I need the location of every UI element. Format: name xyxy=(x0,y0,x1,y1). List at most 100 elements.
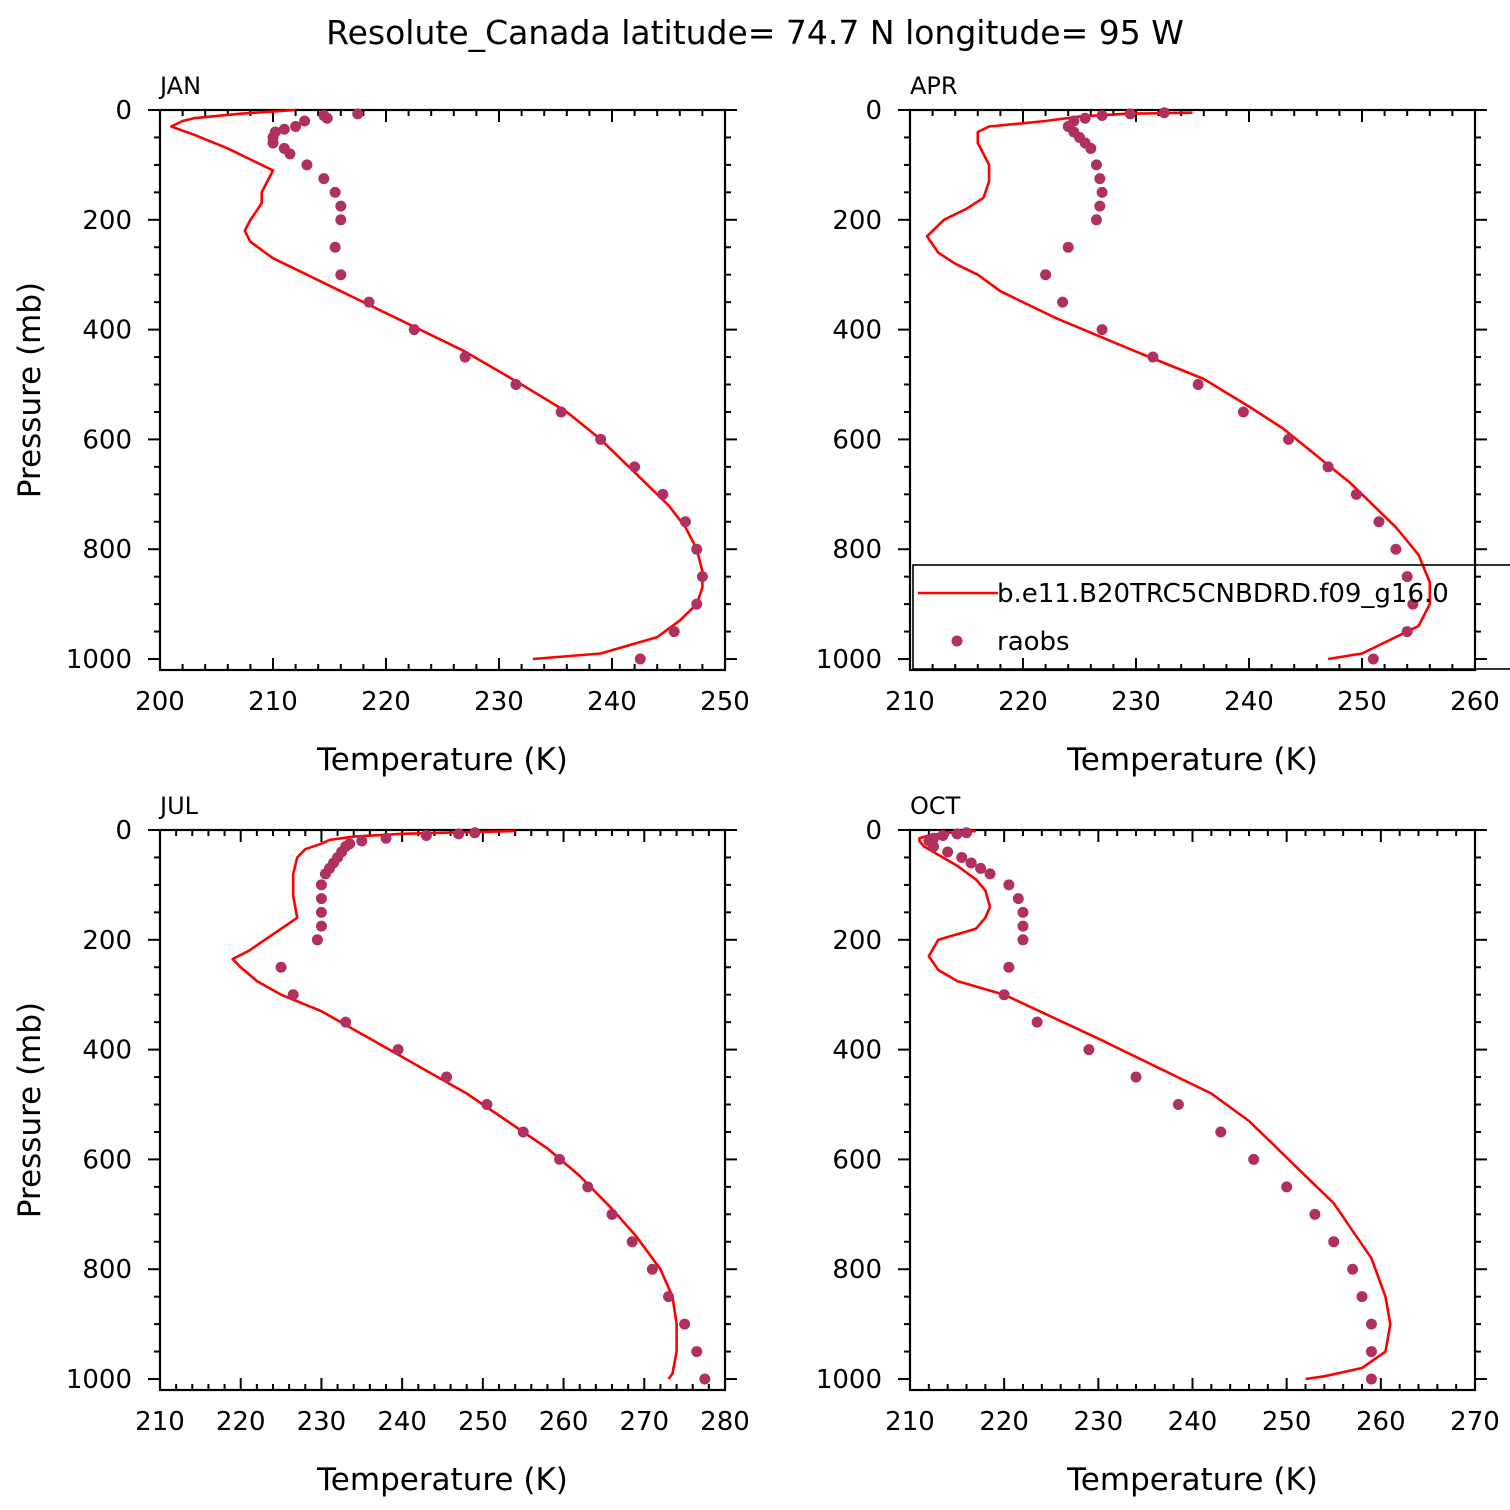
panels: JAN 200 210 220 230 240 250 0 200 400 600 800 1000 Te… xyxy=(12,72,1510,1498)
raobs-point xyxy=(1147,351,1159,363)
raobs-point xyxy=(1390,543,1402,555)
raobs-point xyxy=(352,108,364,120)
raobs-point xyxy=(329,186,341,198)
raobs-point xyxy=(1130,1071,1142,1083)
plot-frame xyxy=(158,108,727,672)
y-tick-label: 600 xyxy=(832,425,882,455)
y-tick-label: 400 xyxy=(82,316,132,346)
raobs-point xyxy=(1090,159,1102,171)
raobs-point xyxy=(928,840,940,852)
raobs-point xyxy=(984,868,996,880)
raobs-point xyxy=(554,1153,566,1165)
raobs-point xyxy=(1283,433,1295,445)
raobs-point xyxy=(1003,961,1015,973)
raobs-point xyxy=(956,851,968,863)
raobs-point xyxy=(629,461,641,473)
raobs-point xyxy=(284,148,296,160)
x-tick-label: 240 xyxy=(1224,687,1274,717)
plot-frame xyxy=(158,828,727,1392)
y-tick-label: 400 xyxy=(82,1036,132,1066)
y-tick-label: 800 xyxy=(82,535,132,565)
raobs-point xyxy=(1309,1208,1321,1220)
raobs-point xyxy=(1328,1236,1340,1248)
raobs-point xyxy=(481,1099,493,1111)
y-tick-label: 0 xyxy=(865,96,882,126)
raobs-point xyxy=(1401,626,1413,638)
raobs-point xyxy=(1079,112,1091,124)
x-axis-title: Temperature (K) xyxy=(316,742,568,778)
raobs-point xyxy=(1356,1291,1368,1303)
raobs-point xyxy=(311,934,323,946)
raobs-point xyxy=(1096,324,1108,336)
raobs-point xyxy=(1281,1181,1293,1193)
raobs-point xyxy=(1192,379,1204,391)
y-tick-label: 200 xyxy=(82,206,132,236)
x-tick-label: 240 xyxy=(1168,1407,1218,1437)
raobs-point xyxy=(975,862,987,874)
plot-frame xyxy=(908,108,1477,672)
raobs-point xyxy=(356,835,368,847)
raobs-point xyxy=(1367,653,1379,665)
raobs-point xyxy=(626,1236,638,1248)
x-tick-label: 250 xyxy=(1337,687,1387,717)
raobs-point xyxy=(301,159,313,171)
raobs-point xyxy=(1012,893,1024,905)
x-tick-label: 220 xyxy=(216,1407,266,1437)
x-tick-label: 260 xyxy=(1356,1407,1406,1437)
raobs-point xyxy=(420,829,432,841)
panel-jul: JUL 210 220 230 240 250 260 270 280 0 200 400 600 800… xyxy=(12,792,750,1498)
x-tick-label: 210 xyxy=(885,687,935,717)
raobs-point xyxy=(1017,920,1029,932)
raobs-point xyxy=(691,1346,703,1358)
x-tick-label: 280 xyxy=(700,1407,750,1437)
raobs-point xyxy=(315,879,327,891)
x-axis-title: Temperature (K) xyxy=(1066,742,1318,778)
model-line xyxy=(231,829,678,1380)
x-tick-label: 210 xyxy=(885,1407,935,1437)
x-tick-label: 270 xyxy=(1450,1407,1500,1437)
y-tick-label: 0 xyxy=(115,816,132,846)
raobs-point xyxy=(998,989,1010,1001)
raobs-point xyxy=(1350,488,1362,500)
x-tick-label: 260 xyxy=(539,1407,589,1437)
raobs-point xyxy=(1031,1016,1043,1028)
raobs-point xyxy=(1215,1126,1227,1138)
y-tick-label: 0 xyxy=(865,816,882,846)
x-tick-label: 250 xyxy=(1262,1407,1312,1437)
x-tick-label: 220 xyxy=(979,1407,1029,1437)
raobs-point xyxy=(595,433,607,445)
raobs-point xyxy=(340,1016,352,1028)
raobs-point xyxy=(1062,241,1074,253)
y-tick-label: 600 xyxy=(832,1145,882,1175)
raobs-point xyxy=(1322,461,1334,473)
x-tick-label: 250 xyxy=(458,1407,508,1437)
raobs-point xyxy=(299,115,311,127)
y-tick-label: 200 xyxy=(832,926,882,956)
x-tick-label: 260 xyxy=(1450,687,1500,717)
raobs-point xyxy=(1003,879,1015,891)
raobs-point xyxy=(1158,107,1170,119)
raobs-point xyxy=(510,379,522,391)
x-tick-label: 240 xyxy=(587,687,637,717)
y-tick-label: 600 xyxy=(82,425,132,455)
raobs-point xyxy=(335,269,347,281)
y-tick-label: 0 xyxy=(115,96,132,126)
x-tick-label: 220 xyxy=(361,687,411,717)
plot-frame xyxy=(908,828,1477,1392)
raobs-point xyxy=(408,324,420,336)
y-tick-label: 200 xyxy=(832,206,882,236)
raobs-point xyxy=(459,351,471,363)
raobs-point xyxy=(555,406,567,418)
panel-jan: JAN 200 210 220 230 240 250 0 200 400 600 800 1000 Te… xyxy=(12,72,750,778)
raobs-point xyxy=(657,488,669,500)
raobs-point xyxy=(582,1181,594,1193)
x-tick-label: 230 xyxy=(297,1407,347,1437)
panel-label: JUL xyxy=(158,792,199,820)
raobs-point xyxy=(335,214,347,226)
x-axis-title: Temperature (K) xyxy=(1066,1462,1318,1498)
y-tick-label: 800 xyxy=(832,535,882,565)
legend-box xyxy=(912,564,1510,670)
raobs-point xyxy=(392,1044,404,1056)
raobs-point xyxy=(696,571,708,583)
